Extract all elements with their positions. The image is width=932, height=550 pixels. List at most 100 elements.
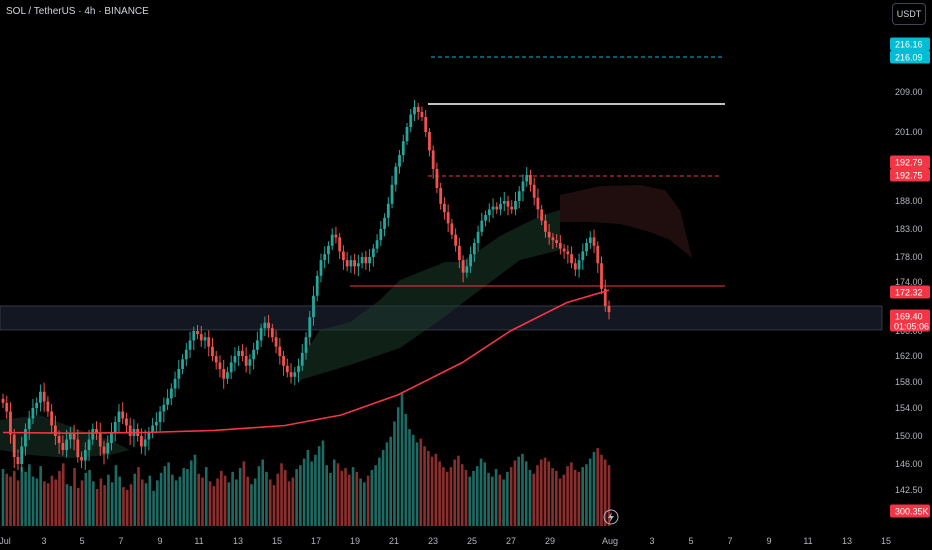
candle	[428, 132, 431, 151]
volume-bar	[35, 478, 39, 526]
symbol-title: SOL / TetherUS · 4h · BINANCE	[6, 6, 149, 17]
volume-bar	[483, 462, 487, 526]
volume-bar	[291, 477, 295, 526]
candle	[532, 184, 536, 198]
volume-bar	[336, 463, 340, 526]
volume-bar	[588, 458, 592, 526]
candle	[140, 436, 143, 447]
volume-bar	[250, 484, 253, 526]
volume-bar	[408, 429, 411, 526]
volume-bar	[189, 460, 193, 526]
cloud-green-early	[0, 415, 130, 458]
candle	[461, 260, 465, 273]
volume-bar	[528, 469, 532, 526]
candle	[465, 266, 469, 273]
y-axis-tick: 188.00	[895, 196, 923, 206]
volume-bar	[539, 459, 543, 526]
price-tag-label: 192.79	[895, 158, 923, 168]
volume-bar	[558, 478, 562, 526]
price-tag-label: 300.35K	[895, 507, 929, 517]
volume-bar	[54, 479, 57, 526]
volume-bar	[163, 466, 167, 526]
x-axis-tick: Jul	[0, 536, 11, 546]
x-axis-tick: 7	[118, 536, 123, 546]
candle	[356, 263, 360, 267]
candle	[151, 425, 155, 433]
candle	[319, 260, 323, 276]
candle	[117, 411, 121, 422]
volume-bar	[543, 457, 547, 526]
candle	[480, 220, 484, 232]
y-axis-tick: 162.00	[895, 351, 923, 361]
candle	[345, 260, 349, 267]
y-axis-tick: 183.00	[895, 224, 923, 234]
cloud-green	[300, 210, 560, 380]
candle	[517, 191, 521, 201]
candle	[24, 429, 27, 447]
candle	[173, 378, 177, 389]
candle	[581, 251, 585, 261]
volume-bar	[129, 484, 133, 526]
currency-button[interactable]: USDT	[892, 3, 926, 25]
volume-bar	[389, 436, 392, 526]
volume-bar	[76, 488, 80, 526]
volume-bar	[223, 475, 227, 526]
volume-bar	[242, 461, 246, 526]
candle	[31, 408, 35, 419]
candle	[274, 337, 278, 347]
candle	[125, 418, 128, 426]
volume-bar	[344, 468, 347, 526]
x-axis-tick: 11	[194, 536, 203, 546]
volume-bar	[581, 467, 584, 526]
y-axis-tick: 201.00	[895, 127, 923, 137]
volume-bar	[95, 488, 99, 526]
candle	[566, 251, 570, 255]
candle	[484, 215, 487, 221]
volume-bar	[39, 466, 42, 526]
candle	[585, 243, 588, 252]
candle	[472, 243, 476, 255]
x-axis-tick: 23	[428, 536, 438, 546]
volume-bar	[24, 471, 27, 526]
volume-bar	[310, 461, 313, 526]
y-axis-tick: 178.00	[895, 252, 923, 262]
x-axis-tick: 15	[881, 536, 891, 546]
candle	[558, 243, 562, 249]
volume-bar	[61, 463, 65, 526]
volume-bar	[502, 479, 505, 526]
volume-bar	[1, 469, 5, 526]
candle	[46, 401, 50, 412]
candle	[413, 107, 416, 115]
volume-bar	[393, 421, 396, 526]
volume-bar	[159, 472, 163, 526]
candle	[551, 237, 555, 241]
candle	[177, 369, 181, 379]
candle	[184, 349, 188, 360]
price-tag-label: 216.16	[895, 40, 923, 50]
candle	[293, 372, 297, 377]
candle	[102, 446, 106, 454]
volume-bar	[152, 490, 155, 526]
volume-bar	[88, 469, 91, 526]
volume-bar	[140, 479, 144, 526]
candle	[53, 425, 57, 436]
x-axis-tick: 9	[766, 536, 771, 546]
volume-bar	[238, 468, 242, 526]
candle	[50, 411, 54, 426]
candle	[379, 229, 383, 241]
candle	[342, 251, 345, 261]
volume-bar	[125, 489, 129, 526]
volume-bar	[498, 474, 502, 526]
candle	[61, 443, 65, 450]
y-axis-tick: 158.00	[895, 377, 923, 387]
volume-bar	[306, 450, 310, 526]
candle	[491, 206, 495, 210]
volume-bar	[73, 468, 76, 526]
candle	[353, 260, 357, 267]
volume-bar	[144, 483, 148, 526]
candle	[330, 234, 334, 246]
volume-bar	[193, 454, 197, 526]
candle	[364, 257, 368, 264]
volume-bar	[555, 470, 558, 526]
